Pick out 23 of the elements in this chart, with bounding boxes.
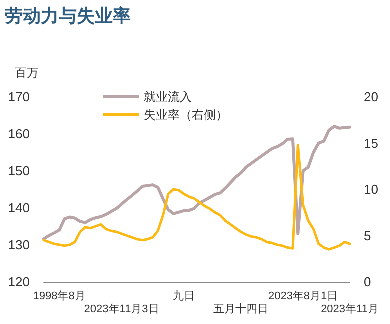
line-series <box>42 144 352 251</box>
y-tick-label: 130 <box>8 238 30 252</box>
x-tick-label: 九日 <box>173 290 196 302</box>
y-tick-label: 140 <box>8 200 30 216</box>
y-tick-label: 150 <box>8 164 30 178</box>
y2-tick-label: 15 <box>364 136 378 151</box>
x-tick-label: 1998年8月 <box>33 290 86 302</box>
x-tick-label: 2023年11月3日 <box>84 304 160 316</box>
x-tick-label: 2023年11月 <box>321 304 379 316</box>
y-tick-label: 120 <box>8 274 30 290</box>
y2-tick-label: 10 <box>364 182 378 197</box>
line-series <box>42 125 352 241</box>
y2-tick-label: 5 <box>364 228 372 244</box>
y-tick-label: 170 <box>8 90 30 104</box>
legend-label: 就业流入 <box>144 90 192 104</box>
x-tick-label: 2023年8月1日 <box>268 290 338 302</box>
y2-tick-label: 20 <box>364 90 378 104</box>
legend-label: 失业率（右侧） <box>144 108 228 122</box>
x-tick-label: 五月十四日 <box>214 302 269 316</box>
chart-title: 劳动力与失业率 <box>5 6 131 26</box>
y-tick-label: 160 <box>8 126 30 142</box>
y-axis-title: 百万 <box>15 66 39 80</box>
y2-tick-label: 0 <box>364 274 372 290</box>
